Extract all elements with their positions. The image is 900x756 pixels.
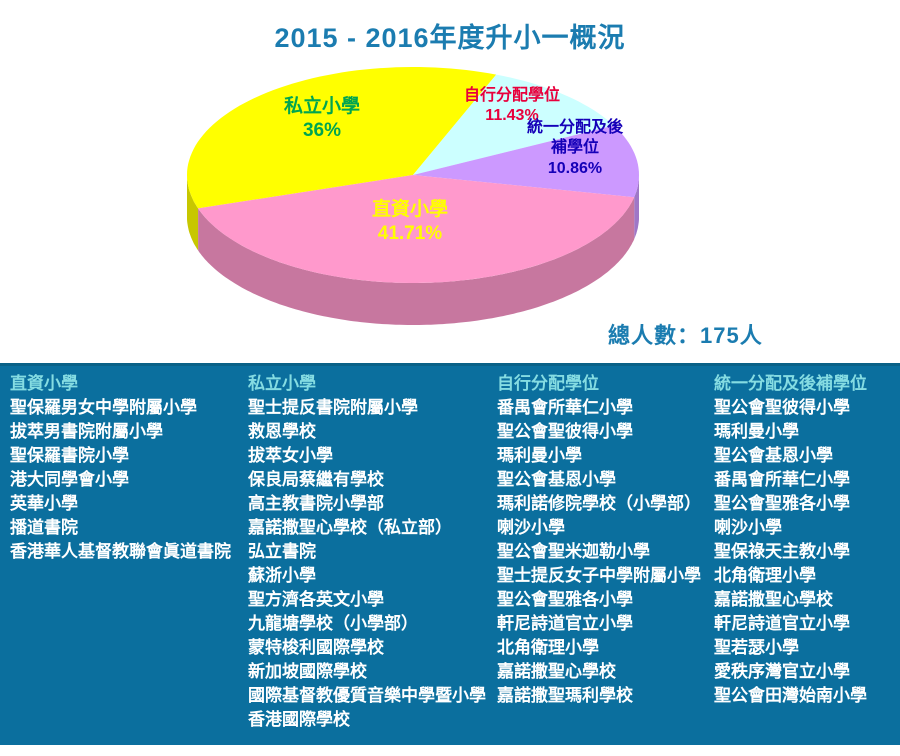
school-item: 聖保羅書院小學 xyxy=(10,446,129,465)
school-item: 嘉諾撒聖瑪利學校 xyxy=(497,686,633,705)
school-column: 私立小學 聖士提反書院附屬小學 救恩學校拔萃女小學保良局蔡繼有學校 高主教書院小學部… xyxy=(248,372,497,732)
school-item: 聖士提反書院附屬小學 xyxy=(248,398,418,417)
school-item: 北角衛理小學 xyxy=(714,566,816,585)
pie-chart xyxy=(187,67,639,325)
slice-percent: 36% xyxy=(302,120,342,142)
school-item: 聖方濟各英文小學 xyxy=(248,590,384,609)
school-column: 統一分配及後補學位 聖公會聖彼得小學 瑪利曼小學聖公會基恩小學 番禺會所華仁小學 聖公… xyxy=(714,372,890,732)
school-item: 新加坡國際學校 xyxy=(248,662,367,681)
school-item: 聖公會田灣始南小學 xyxy=(714,686,867,705)
school-item: 瑪利曼小學 xyxy=(714,422,799,441)
school-item: 九龍塘學校（小學部） xyxy=(248,614,418,633)
slice-label: 私立小學 xyxy=(283,96,360,117)
school-item: 聖公會基恩小學 xyxy=(714,446,833,465)
school-column: 直資小學 聖保羅男女中學附屬小學 拔萃男書院附屬小學 聖保羅書院小學 港大同學會小學英… xyxy=(10,372,248,732)
slice-percent: 11.43% xyxy=(485,107,539,125)
pie-chart-area: 私立小學 36% 自行分配學位 11.43% 統一分配及後補學位 10.86% … xyxy=(0,40,900,363)
school-column: 自行分配學位 番禺會所華仁小學 聖公會聖彼得小學 瑪利曼小學聖公會基恩小學瑪利諾修院… xyxy=(497,372,714,732)
slice-label: 統一分配及後補學位 xyxy=(527,119,624,157)
school-item: 聖公會聖米迦勒小學 xyxy=(497,542,650,561)
column-list: 番禺會所華仁小學 聖公會聖彼得小學 瑪利曼小學聖公會基恩小學瑪利諾修院學校（小學部）… xyxy=(497,396,714,708)
school-item: 喇沙小學 xyxy=(714,518,782,537)
school-item: 聖公會聖彼得小學 xyxy=(714,398,850,417)
school-list-panel: 直資小學 聖保羅男女中學附屬小學 拔萃男書院附屬小學 聖保羅書院小學 港大同學會小學英… xyxy=(0,363,900,745)
column-header: 自行分配學位 xyxy=(497,374,599,393)
slice-percent: 10.86% xyxy=(547,159,603,177)
pie-slice-3 xyxy=(198,175,635,283)
school-item: 香港國際學校 xyxy=(248,710,350,729)
school-item: 聖保羅男女中學附屬小學 xyxy=(10,398,197,417)
pie-slice-side-3 xyxy=(198,197,635,325)
column-list: 聖公會聖彼得小學 瑪利曼小學聖公會基恩小學 番禺會所華仁小學 聖公會聖雅各小學 喇沙小學… xyxy=(714,396,890,708)
school-item: 嘉諾撒聖心學校（私立部） xyxy=(248,518,452,537)
pie-label-dss-school: 直資小學 41.71% xyxy=(330,198,490,247)
school-item: 香港華人基督教聯會眞道書院 xyxy=(10,542,231,561)
page-title: 2015 - 2016年度升小一概況 xyxy=(274,23,626,53)
school-item: 北角衛理小學 xyxy=(497,638,599,657)
school-item: 聖公會基恩小學 xyxy=(497,470,616,489)
school-item: 播道書院 xyxy=(10,518,78,537)
school-item: 軒尼詩道官立小學 xyxy=(497,614,633,633)
school-item: 高主教書院小學部 xyxy=(248,494,384,513)
slice-label: 自行分配學位 xyxy=(463,87,560,104)
school-item: 喇沙小學 xyxy=(497,518,565,537)
school-item: 聖公會聖雅各小學 xyxy=(497,590,633,609)
pie-label-private-school: 私立小學 36% xyxy=(242,95,402,144)
pie-slice-side-2 xyxy=(634,175,639,240)
pie-slice-0 xyxy=(187,67,497,209)
total-count: 總人數：175人 xyxy=(608,323,763,348)
school-item: 保良局蔡繼有學校 xyxy=(248,470,384,489)
pie-label-central-allocation: 統一分配及後補學位 10.86% xyxy=(527,118,623,179)
school-item: 蒙特梭利國際學校 xyxy=(248,638,384,657)
school-item: 聖保祿天主教小學 xyxy=(714,542,850,561)
school-item: 聖若瑟小學 xyxy=(714,638,799,657)
column-list: 聖保羅男女中學附屬小學 拔萃男書院附屬小學 聖保羅書院小學 港大同學會小學 英華小學播道… xyxy=(10,396,248,564)
school-item: 拔萃男書院附屬小學 xyxy=(10,422,163,441)
pie-slice-1 xyxy=(413,74,614,175)
school-item: 聖公會聖雅各小學 xyxy=(714,494,850,513)
school-item: 軒尼詩道官立小學 xyxy=(714,614,850,633)
school-item: 英華小學 xyxy=(10,494,78,513)
school-columns: 直資小學 聖保羅男女中學附屬小學 拔萃男書院附屬小學 聖保羅書院小學 港大同學會小學英… xyxy=(0,366,900,732)
school-item: 愛秩序灣官立小學 xyxy=(714,662,850,681)
school-item: 蘇浙小學 xyxy=(248,566,316,585)
slice-percent: 41.71% xyxy=(377,223,443,245)
school-item: 嘉諾撒聖心學校 xyxy=(497,662,616,681)
school-item: 番禺會所華仁小學 xyxy=(714,470,850,489)
school-item: 救恩學校 xyxy=(248,422,316,441)
school-item: 聖士提反女子中學附屬小學 xyxy=(497,566,701,585)
school-item: 番禺會所華仁小學 xyxy=(497,398,633,417)
school-item: 嘉諾撒聖心學校 xyxy=(714,590,833,609)
pie-label-discretionary-places: 自行分配學位 11.43% xyxy=(438,86,586,127)
column-header: 統一分配及後補學位 xyxy=(714,374,867,393)
school-item: 弘立書院 xyxy=(248,542,316,561)
column-list: 聖士提反書院附屬小學 救恩學校拔萃女小學保良局蔡繼有學校 高主教書院小學部嘉諾撒聖心… xyxy=(248,396,497,732)
school-item: 聖公會聖彼得小學 xyxy=(497,422,633,441)
pie-slice-side-0 xyxy=(187,175,199,251)
pie-slice-2 xyxy=(413,125,639,198)
school-item: 拔萃女小學 xyxy=(248,446,333,465)
column-header: 私立小學 xyxy=(248,374,316,393)
slice-label: 直資小學 xyxy=(371,199,448,220)
column-header: 直資小學 xyxy=(10,374,78,393)
school-item: 港大同學會小學 xyxy=(10,470,129,489)
school-item: 國際基督教優質音樂中學暨小學 xyxy=(248,686,486,705)
school-item: 瑪利曼小學 xyxy=(497,446,582,465)
school-item: 瑪利諾修院學校（小學部） xyxy=(497,494,701,513)
